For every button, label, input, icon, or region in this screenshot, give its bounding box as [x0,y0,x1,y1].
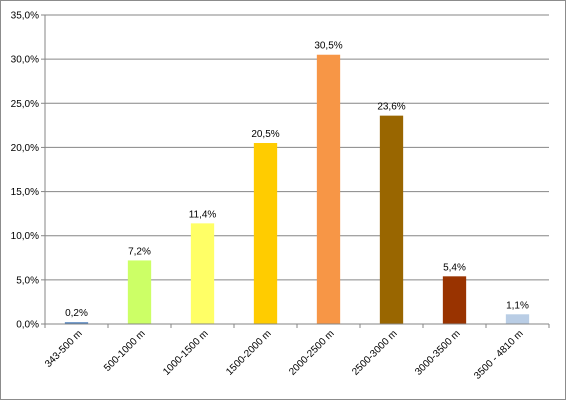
bar [64,322,89,324]
axes [44,15,549,325]
bar [190,223,215,324]
bar-value-label: 30,5% [314,41,342,52]
bar-value-label: 20,5% [251,129,279,140]
bar [379,115,404,324]
x-tick-label: 3000-3500 m [413,328,462,377]
bar-value-label: 11,4% [189,209,217,220]
x-tick-label: 1000-1500 m [161,328,210,377]
bar [127,260,152,324]
y-tick-label: 15,0% [11,187,39,198]
gridlines [45,14,549,281]
value-labels: 0,2% 7,2% 11,4% 20,5% 30,5% 23,6% 5,4% 1,1% [65,41,529,320]
x-tick-label: 1500-2000 m [224,328,273,377]
x-tick-label: 2000-2500 m [287,328,336,377]
bar-value-label: 7,2% [128,246,151,257]
bar [253,143,278,324]
y-tick-label: 0,0% [16,320,39,331]
y-tick-label: 5,0% [16,275,39,286]
x-axis-ticks: 343-500 m 500-1000 m 1000-1500 m 1500-2000 … [43,324,550,382]
y-axis-ticks: 0,0% 5,0% 10,0% 15,0% 20,0% 25,0% 30,0% 35,0% [11,11,45,331]
bar-value-label: 5,4% [443,262,466,273]
bar [316,54,341,324]
bar [442,276,467,324]
bar-value-label: 23,6% [377,102,405,113]
y-tick-label: 10,0% [11,231,39,242]
bars [64,54,530,324]
x-tick-label: 500-1000 m [102,328,148,374]
x-tick-label: 2500-3000 m [350,328,399,377]
x-tick-label: 3500 - 4810 m [472,328,525,381]
y-tick-label: 25,0% [11,99,39,110]
y-tick-label: 30,0% [11,55,39,66]
bar-value-label: 1,1% [506,300,529,311]
y-tick-label: 35,0% [11,11,39,22]
y-tick-label: 20,0% [11,143,39,154]
bar-value-label: 0,2% [65,308,88,319]
bar [505,314,530,324]
x-tick-label: 343-500 m [43,328,85,370]
